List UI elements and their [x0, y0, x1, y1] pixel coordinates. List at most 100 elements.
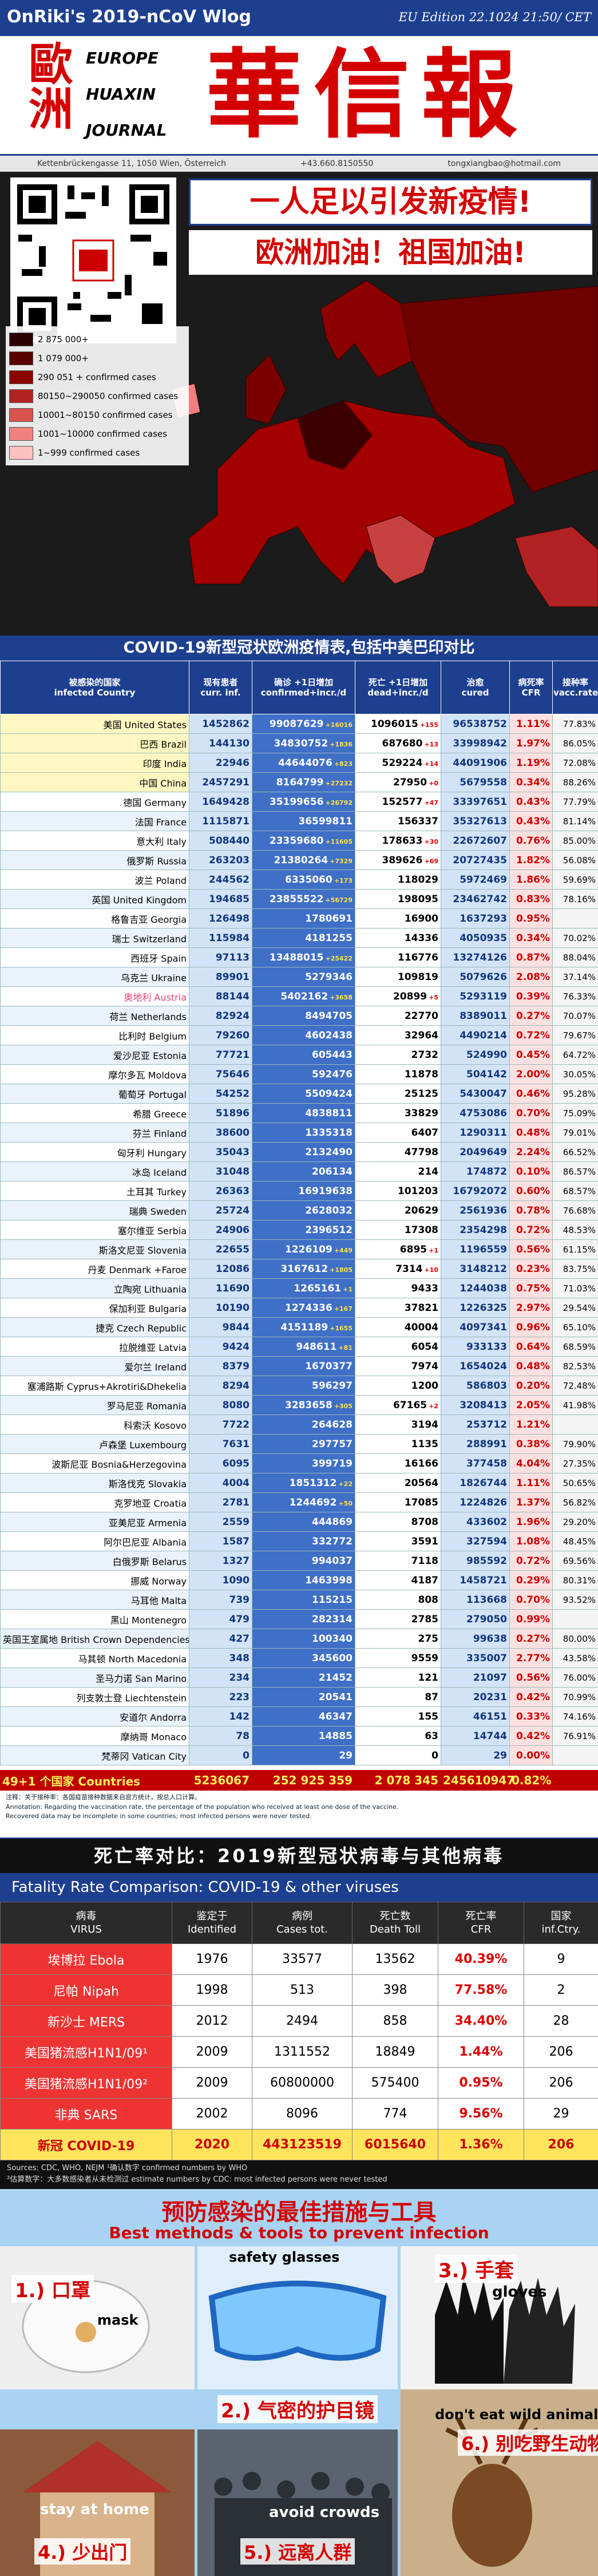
confirmed: 297757 — [312, 1438, 353, 1450]
cfr: 0.46% — [509, 1084, 553, 1104]
virus-stat: 206 — [524, 2129, 598, 2160]
current-infected: 97113 — [189, 947, 252, 967]
cfr: 0.70% — [509, 1103, 553, 1123]
country-zh: 斯洛文尼亚 — [98, 1244, 145, 1256]
country-cell: 比利时 Belgium — [0, 1025, 189, 1045]
confirmed: 1335318 — [305, 1127, 353, 1139]
confirmed-cell: 2628032 — [252, 1200, 355, 1220]
country-cell: 格鲁吉亚 Georgia — [0, 908, 189, 929]
cured: 5293119 — [441, 986, 510, 1006]
confirmed-cell: 297757 — [252, 1434, 355, 1454]
country-zh: 摩纳哥 — [120, 1731, 148, 1743]
map-section: 一人足以引发新疫情! 欧洲加油！祖国加油! 2 875 000+ 1 079 00… — [0, 172, 598, 635]
cured: 99638 — [441, 1629, 510, 1649]
country-zh: 梵蒂冈 — [101, 1751, 129, 1762]
current-infected: 0 — [189, 1745, 252, 1765]
country-row: 列支敦士登 Liechtenstein 223 20541 87 20231 0.42% 7… — [0, 1687, 598, 1707]
cfr: 0.83% — [509, 889, 553, 909]
country-cell: 立陶宛 Lithuania — [0, 1278, 189, 1298]
current-infected: 479 — [189, 1609, 252, 1629]
virus-stat: 13562 — [352, 1943, 438, 1975]
cured: 4490214 — [441, 1025, 510, 1045]
cfr: 1.86% — [509, 870, 553, 890]
deaths: 8708 — [411, 1516, 438, 1528]
cured: 46151 — [441, 1706, 510, 1726]
deaths: 25125 — [404, 1088, 438, 1100]
confirmed-cell: 4838811 — [252, 1103, 355, 1123]
country-row: 土耳其 Turkey 26363 16919638 101203 16792072 0.6… — [0, 1181, 598, 1201]
country-row: 希腊 Greece 51896 4838811 33829 4753086 0.70% 75… — [0, 1103, 598, 1123]
country-cell: 英国王室属地 British Crown Dependencies — [0, 1629, 189, 1649]
country-en: Albania — [152, 1536, 187, 1548]
current-infected: 126498 — [189, 908, 252, 929]
vaccination-rate: 30.05% — [552, 1064, 598, 1084]
country-en: Liechtenstein — [125, 1692, 187, 1704]
country-row: 丹麦 Denmark +Faroe 12086 3167612 +1805 7314 +1… — [0, 1259, 598, 1279]
cured: 14744 — [441, 1726, 510, 1746]
cfr: 0.33% — [509, 1706, 553, 1726]
deaths-cell: 2732 — [355, 1045, 441, 1065]
deaths-increase: +155 — [419, 721, 438, 729]
cured: 8389011 — [441, 1006, 510, 1026]
current-infected: 115984 — [189, 928, 252, 948]
roof — [23, 2441, 172, 2492]
confirmed: 948611 — [296, 1341, 337, 1353]
country-cell: 西班牙 Spain — [0, 947, 189, 967]
country-cell: 克罗地亚 Croatia — [0, 1492, 189, 1512]
confirmed: 36599811 — [298, 815, 353, 827]
virus-stat: 40.39% — [438, 1943, 524, 1975]
virus-stat: 2009 — [172, 2067, 252, 2099]
deaths: 14336 — [404, 932, 438, 944]
current-infected: 142 — [189, 1706, 252, 1726]
confirmed-cell: 206134 — [252, 1161, 355, 1182]
confirmed-cell: 1670377 — [252, 1356, 355, 1376]
country-cell: 荷兰 Netherlands — [0, 1006, 189, 1026]
vaccination-rate — [552, 908, 598, 929]
cured: 1244038 — [441, 1278, 510, 1298]
cured: 253712 — [441, 1415, 510, 1435]
cured: 504142 — [441, 1064, 510, 1084]
total-dead: 2 078 345 — [374, 1773, 438, 1787]
confirmed-increase: +449 — [334, 1246, 353, 1254]
vaccination-rate: 41.98% — [552, 1395, 598, 1415]
vaccination-rate: 95.28% — [552, 1084, 598, 1104]
deaths: 3591 — [411, 1535, 438, 1547]
cured: 4050935 — [441, 928, 510, 948]
deaths: 16166 — [404, 1457, 438, 1469]
country-zh: 科索沃 — [124, 1420, 152, 1431]
country-zh: 意大利 — [136, 836, 164, 847]
country-zh: 波兰 — [134, 875, 153, 886]
deaths-cell: 20564 — [355, 1473, 441, 1493]
confirmed: 115215 — [312, 1594, 353, 1606]
deaths-cell: 1200 — [355, 1376, 441, 1396]
prevention-label: 5.) 远离人群 — [240, 2538, 355, 2565]
country-row: 瑞士 Switzerland 115984 4181255 14336 4050935 0… — [0, 928, 598, 948]
cured: 21097 — [441, 1668, 510, 1688]
vaccination-rate: 27.35% — [552, 1453, 598, 1473]
prevention-label: avoid crowds — [269, 2504, 380, 2521]
vaccination-rate: 86.57% — [552, 1161, 598, 1182]
country-zh: 白俄罗斯 — [112, 1556, 149, 1567]
map-region — [366, 515, 435, 584]
current-infected: 508440 — [189, 831, 252, 851]
country-cell: 芬兰 Finland — [0, 1123, 189, 1143]
current-infected: 24906 — [189, 1220, 252, 1240]
vaccination-rate: 70.07% — [552, 1006, 598, 1026]
confirmed-increase: +22 — [338, 1480, 353, 1488]
country-cell: 波斯尼亚 Bosnia&Herzegovina — [0, 1453, 189, 1473]
deaths-cell: 9433 — [355, 1278, 441, 1298]
deaths-cell: 6407 — [355, 1123, 441, 1143]
cured: 174872 — [441, 1161, 510, 1182]
country-zh: 巴西 — [140, 738, 159, 750]
country-row: 斯洛文尼亚 Slovenia 22655 1226109 +449 6895 +1 1196… — [0, 1239, 598, 1259]
deaths: 63 — [425, 1730, 438, 1742]
cfr: 1.82% — [509, 850, 553, 870]
deaths-increase: +0 — [429, 779, 438, 787]
virus-row: 新冠 COVID-19 2020 443123519 6015640 1.36% 206 — [0, 2129, 598, 2160]
current-infected: 12086 — [189, 1259, 252, 1279]
confirmed-cell: 99087629 +16016 — [252, 714, 355, 734]
vaccination-rate — [552, 1415, 598, 1435]
header-zh: 现有患者 — [203, 677, 238, 688]
current-infected: 1587 — [189, 1531, 252, 1551]
confirmed: 6335060 — [285, 874, 332, 886]
